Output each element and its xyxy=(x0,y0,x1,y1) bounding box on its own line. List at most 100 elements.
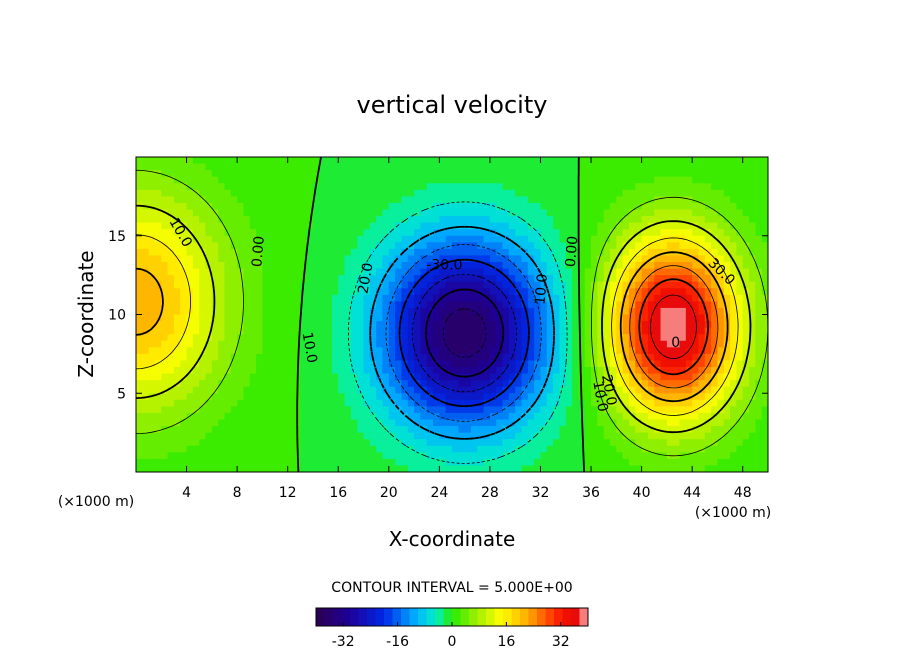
field-cell xyxy=(268,406,276,414)
field-cell xyxy=(597,334,605,342)
field-cell xyxy=(344,340,352,348)
field-cell xyxy=(433,432,440,440)
field-cell xyxy=(243,380,251,388)
field-cell xyxy=(597,202,605,211)
field-cell xyxy=(173,347,181,355)
field-cell xyxy=(698,229,706,237)
field-cell xyxy=(325,275,333,283)
field-cell xyxy=(192,262,200,270)
field-cell xyxy=(331,262,339,270)
field-cell xyxy=(426,360,434,368)
field-cell xyxy=(711,157,719,165)
field-cell xyxy=(723,458,731,467)
field-cell xyxy=(578,275,586,283)
field-cell xyxy=(262,426,270,434)
field-cell xyxy=(502,281,510,289)
field-cell xyxy=(173,288,181,296)
field-cell xyxy=(262,183,270,191)
field-cell xyxy=(628,334,636,342)
x-tick-label: 12 xyxy=(279,485,297,501)
field-cell xyxy=(186,163,194,171)
field-cell xyxy=(211,412,219,421)
field-cell xyxy=(553,373,561,381)
field-cell xyxy=(666,347,674,355)
field-cell xyxy=(452,262,459,270)
field-cell xyxy=(287,360,295,368)
field-cell xyxy=(553,340,561,348)
field-cell xyxy=(243,262,251,270)
field-cell xyxy=(673,393,681,401)
field-cell xyxy=(294,209,301,217)
field-cell xyxy=(685,386,693,394)
field-cell xyxy=(211,216,219,224)
field-cell xyxy=(578,445,586,453)
field-cell xyxy=(685,412,693,421)
field-cell xyxy=(319,340,327,348)
field-cell xyxy=(205,360,213,368)
field-cell xyxy=(736,222,744,230)
field-cell xyxy=(407,176,415,184)
field-cell xyxy=(142,406,150,414)
field-cell xyxy=(445,176,453,184)
field-cell xyxy=(546,301,554,309)
field-cell xyxy=(470,176,478,184)
field-cell xyxy=(527,340,535,348)
field-cell xyxy=(534,229,542,237)
field-cell xyxy=(262,393,270,401)
field-cell xyxy=(647,393,655,401)
field-cell xyxy=(527,445,535,453)
field-cell xyxy=(312,458,320,467)
field-cell xyxy=(489,255,497,263)
field-cell xyxy=(281,248,289,257)
field-cell xyxy=(249,353,257,362)
field-cell xyxy=(679,340,687,348)
contour-label: 0.00 xyxy=(563,235,582,267)
field-cell xyxy=(584,189,592,197)
field-cell xyxy=(262,301,270,309)
field-cell xyxy=(256,176,263,184)
field-cell xyxy=(698,399,706,407)
field-cell xyxy=(628,262,636,270)
field-cell xyxy=(483,262,491,270)
field-cell xyxy=(344,334,352,342)
field-cell xyxy=(723,380,731,388)
field-cell xyxy=(673,301,681,309)
field-cell xyxy=(350,170,358,178)
field-cell xyxy=(382,248,390,257)
field-cell xyxy=(325,157,333,165)
field-cell xyxy=(388,458,396,467)
field-cell xyxy=(597,321,605,329)
field-cell xyxy=(698,373,706,381)
field-cell xyxy=(224,216,232,224)
field-cell xyxy=(647,426,655,434)
field-cell xyxy=(363,268,371,276)
field-cell xyxy=(572,458,579,467)
field-cell xyxy=(357,216,365,224)
field-cell xyxy=(420,432,428,440)
field-cell xyxy=(553,386,561,394)
field-cell xyxy=(527,334,535,342)
field-cell xyxy=(730,373,737,381)
field-cell xyxy=(173,412,181,421)
field-cell xyxy=(591,314,598,322)
field-cell xyxy=(761,432,768,440)
field-cell xyxy=(685,170,693,178)
field-cell xyxy=(508,301,516,309)
field-cell xyxy=(673,288,681,296)
field-cell xyxy=(262,307,270,316)
field-cell xyxy=(287,268,295,276)
field-cell xyxy=(698,458,706,467)
field-cell xyxy=(496,426,504,434)
field-cell xyxy=(565,176,573,184)
field-cell xyxy=(433,380,440,388)
field-cell xyxy=(635,465,643,472)
field-cell xyxy=(148,242,156,250)
field-cell xyxy=(388,426,396,434)
field-cell xyxy=(325,262,333,270)
field-cell xyxy=(628,235,636,243)
field-cell xyxy=(136,406,143,414)
field-cell xyxy=(584,301,592,309)
field-cell xyxy=(275,288,282,296)
field-cell xyxy=(698,157,706,165)
field-cell xyxy=(698,242,706,250)
